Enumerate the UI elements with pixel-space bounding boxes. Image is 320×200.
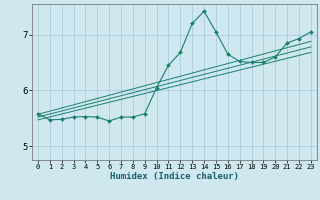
X-axis label: Humidex (Indice chaleur): Humidex (Indice chaleur) [110,172,239,181]
